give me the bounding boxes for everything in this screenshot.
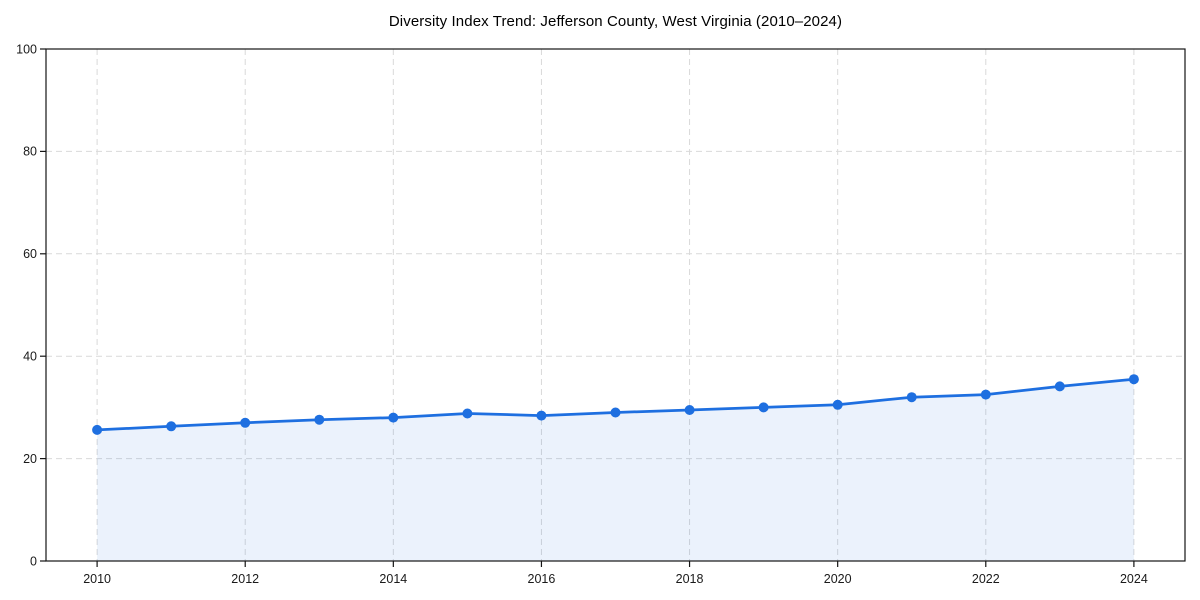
data-point (684, 405, 695, 415)
y-tick-label: 60 (23, 247, 37, 261)
data-point (462, 408, 473, 419)
x-tick-label: 2022 (972, 572, 1000, 586)
data-point (388, 412, 399, 423)
x-tick-label: 2020 (824, 572, 852, 586)
x-tick-label: 2024 (1120, 572, 1148, 586)
x-tick-label: 2018 (676, 572, 704, 586)
data-point (906, 392, 917, 403)
data-point (610, 407, 621, 418)
y-tick-label: 100 (16, 42, 37, 56)
data-point (1054, 381, 1065, 392)
data-point (1128, 374, 1139, 385)
area-fill (97, 379, 1134, 561)
data-point (980, 389, 991, 400)
data-point (832, 399, 843, 410)
plot-frame (45, 48, 1186, 562)
data-point (314, 414, 325, 425)
chart-title: Diversity Index Trend: Jefferson County,… (388, 13, 843, 30)
y-tick-label: 80 (23, 145, 37, 159)
data-point (240, 417, 251, 428)
x-tick-label: 2016 (528, 572, 556, 586)
data-point (536, 410, 547, 421)
y-tick-label: 20 (23, 452, 37, 466)
plot-background (46, 49, 1185, 561)
x-tick-label: 2012 (231, 572, 259, 586)
y-tick-label: 0 (30, 554, 37, 568)
data-point (92, 424, 103, 435)
y-tick-label: 40 (23, 350, 37, 364)
x-tick-label: 2014 (379, 572, 407, 586)
x-tick-label: 2010 (83, 572, 111, 586)
data-point (166, 421, 177, 432)
data-point (758, 402, 769, 413)
